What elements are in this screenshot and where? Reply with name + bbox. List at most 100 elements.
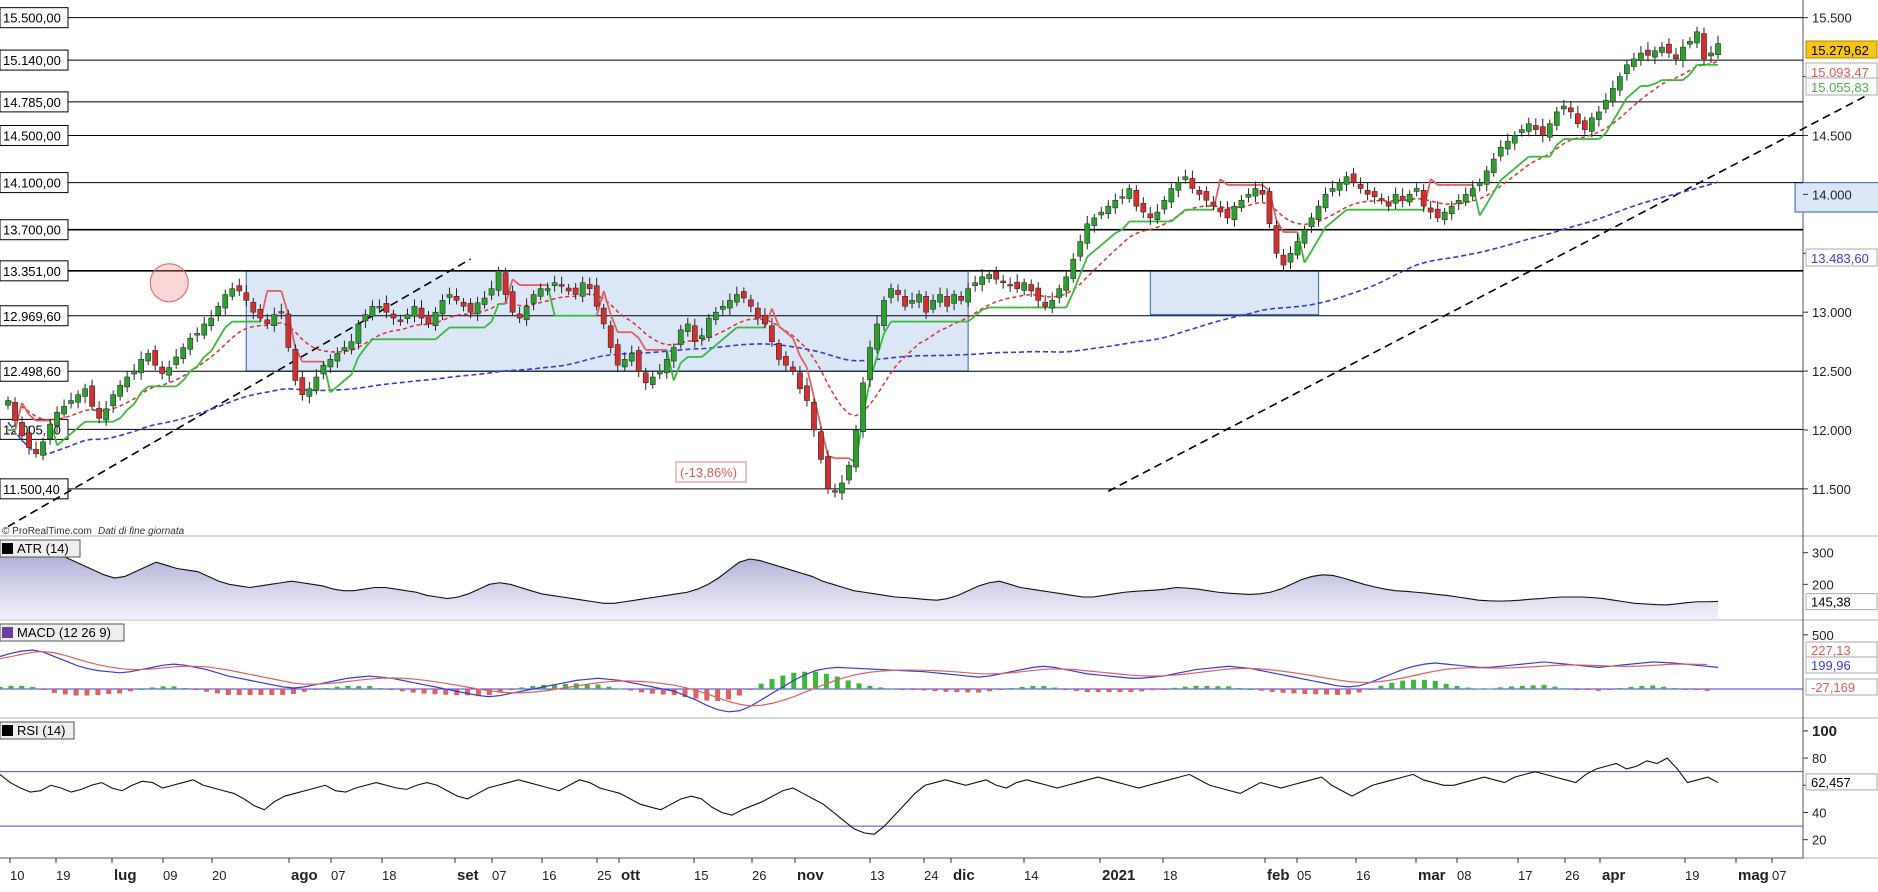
supertrend-segment — [764, 308, 773, 328]
candle-body — [320, 364, 327, 375]
rsi-title: RSI (14) — [17, 723, 65, 738]
candle-body — [1098, 211, 1105, 216]
macd-hist-bar — [1084, 689, 1090, 693]
macd-hist-bar — [1661, 686, 1667, 690]
candle-body — [1112, 200, 1119, 209]
macd-hist-bar — [1432, 681, 1438, 690]
candle-body — [1308, 217, 1315, 228]
supertrend-segment — [1549, 144, 1558, 158]
x-tick-label: 16 — [1356, 868, 1370, 883]
supertrend-segment — [595, 290, 605, 316]
supertrend-segment — [1086, 250, 1095, 258]
macd-hist-bar — [1421, 679, 1427, 690]
candle-body — [1210, 201, 1217, 207]
macd-signal-line — [0, 651, 1708, 707]
candle-body — [1252, 188, 1259, 197]
supertrend-segment — [350, 356, 360, 375]
macd-title-box — [0, 623, 125, 642]
supertrend-segment — [637, 337, 647, 351]
macd-hist-bar — [1704, 689, 1710, 691]
macd-hist-bar — [1215, 686, 1221, 690]
macd-hist-bar — [399, 689, 405, 692]
x-tick-label: 19 — [1685, 868, 1699, 883]
atr-line — [0, 542, 1719, 606]
candle-body — [1427, 207, 1434, 213]
macd-last-box — [1805, 656, 1878, 674]
candle-body — [1357, 184, 1364, 189]
y-tick-label: 80 — [1812, 751, 1826, 766]
x-axis: 10 19 lug 09 20 ago 07 18 set 07 16 25 ott 15 26 nov 13 2… — [0, 857, 1803, 884]
candle-body — [271, 314, 278, 326]
supertrend-segment — [1598, 132, 1607, 140]
supertrend-segment — [806, 367, 815, 398]
annotation-box — [675, 461, 747, 483]
supertrend-segment — [189, 365, 198, 372]
candle-body — [341, 347, 348, 351]
supertrend-segment — [512, 278, 521, 286]
candle-body — [1021, 282, 1028, 291]
candle-body — [825, 456, 831, 490]
supertrend-segment — [1114, 228, 1123, 235]
supertrend-segment — [708, 344, 717, 352]
candle-body — [509, 291, 516, 313]
macd-hist-bar — [1617, 687, 1623, 690]
supertrend-segment — [112, 417, 121, 423]
candle-body — [986, 274, 992, 279]
macd-hist-bar — [475, 689, 481, 696]
supertrend-segment — [1492, 179, 1502, 193]
macd-hist-bar — [932, 689, 938, 692]
macd-hist-bar — [225, 689, 231, 696]
supertrend-segment — [77, 421, 86, 429]
supertrend-segment — [1521, 155, 1530, 164]
candle-body — [313, 376, 320, 391]
candle-body — [1266, 191, 1273, 225]
candle-body — [1056, 288, 1063, 298]
candle-body — [1631, 58, 1637, 67]
macd-hist-bar — [106, 689, 112, 694]
candle-body — [776, 343, 782, 360]
macd-line — [0, 649, 1719, 713]
candle-body — [712, 311, 719, 321]
macd-hist-bar — [214, 689, 220, 694]
supertrend-segment — [665, 349, 675, 381]
candle-body — [1007, 284, 1014, 287]
candle-body — [404, 314, 411, 319]
candle-body — [734, 294, 740, 303]
supertrend-segment — [1331, 214, 1341, 223]
candle-body — [860, 382, 866, 432]
candle-body — [748, 299, 754, 307]
x-tick-label: 07 — [492, 868, 506, 883]
rsi-last-box — [1805, 773, 1878, 791]
supertrend-segment — [1682, 73, 1691, 81]
macd-hist-bar — [1095, 689, 1101, 693]
candle-body — [285, 313, 292, 348]
macd-hist-bar — [693, 689, 699, 699]
macd-hist-bar — [8, 685, 14, 690]
supertrend-segment — [336, 379, 345, 388]
macd-hist-bar — [649, 689, 655, 694]
supertrend-segment — [609, 314, 619, 333]
macd-hist-bar — [1063, 689, 1069, 691]
candle-body — [846, 465, 852, 481]
macd-hist-bar — [899, 689, 905, 691]
candle-body — [82, 388, 88, 397]
macd-hist-bar — [1345, 689, 1351, 695]
candle-body — [530, 294, 537, 304]
macd-hist-bar — [1411, 679, 1417, 690]
macd-hist-bar — [682, 689, 688, 698]
supertrend-segment — [1093, 244, 1102, 252]
candle-body — [621, 359, 628, 368]
candle-body — [264, 319, 271, 325]
supertrend-segment — [820, 426, 829, 457]
y-tick-label: 200 — [1812, 577, 1834, 592]
macd-hist-bar — [1628, 686, 1634, 690]
candle-body — [600, 307, 607, 325]
candle-body — [1161, 200, 1168, 210]
candle-body — [762, 314, 768, 325]
candle-body — [698, 335, 705, 339]
macd-hist-bar — [1139, 689, 1145, 692]
supertrend-segment — [490, 303, 500, 322]
macd-hist-bar — [312, 689, 318, 691]
macd-title-swatch — [2, 627, 13, 638]
candle-body — [818, 431, 824, 460]
